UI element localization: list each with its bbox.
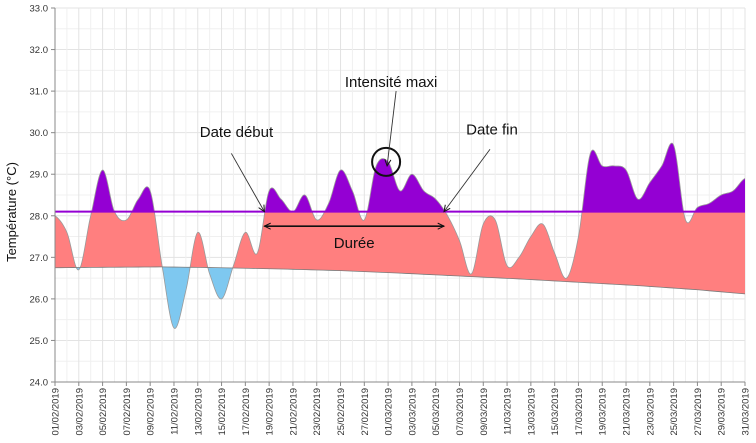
baseline-line bbox=[54, 266, 746, 295]
x-tick-label: 25/03/2019 bbox=[669, 388, 680, 436]
x-tick-label: 31/03/2019 bbox=[741, 388, 752, 436]
x-tick-label: 17/03/2019 bbox=[574, 388, 585, 436]
above-baseline-area bbox=[80, 211, 163, 268]
x-tick-label: 13/03/2019 bbox=[526, 388, 537, 436]
peak-arrowhead bbox=[384, 159, 392, 167]
y-axis-title: Température (°C) bbox=[4, 162, 19, 262]
y-tick-label: 32.0 bbox=[30, 45, 49, 56]
series-lines bbox=[54, 142, 746, 329]
area-fills bbox=[55, 143, 745, 329]
x-tick-label: 17/02/2019 bbox=[241, 388, 252, 436]
x-tick-label: 07/02/2019 bbox=[122, 388, 133, 436]
peak-pointer bbox=[386, 91, 397, 166]
x-tick-label: 13/02/2019 bbox=[193, 388, 204, 436]
x-tick-label: 19/03/2019 bbox=[598, 388, 609, 436]
x-tick-label: 27/03/2019 bbox=[693, 388, 704, 436]
axes: 24.0 25.0 26.0 27.0 28.0 29.0 30.0 31.0 32.0 33.0… bbox=[30, 4, 752, 436]
x-tick-label: 09/02/2019 bbox=[146, 388, 157, 436]
duration-arrowhead-left bbox=[263, 222, 271, 230]
x-tick-label: 27/02/2019 bbox=[360, 388, 371, 436]
x-tick-label: 25/02/2019 bbox=[336, 388, 347, 436]
end-label: Date fin bbox=[466, 122, 518, 139]
x-tick-label: 03/03/2019 bbox=[407, 388, 418, 436]
x-tick-label: 23/03/2019 bbox=[645, 388, 656, 436]
above-threshold-area bbox=[91, 170, 115, 212]
x-tick-label: 29/03/2019 bbox=[717, 388, 728, 436]
start-pointer bbox=[230, 153, 265, 212]
above-baseline-area bbox=[55, 215, 76, 268]
temperature-line bbox=[54, 142, 746, 329]
end-arrowhead bbox=[443, 204, 451, 213]
peak-circle bbox=[371, 146, 402, 177]
annotations: Durée Date début Date fin Intensité maxi bbox=[200, 74, 518, 252]
x-tick-label: 19/02/2019 bbox=[265, 388, 276, 436]
x-tick-label: 15/02/2019 bbox=[217, 388, 228, 436]
above-baseline-area bbox=[232, 211, 745, 294]
x-tick-label: 11/02/2019 bbox=[169, 388, 180, 435]
x-tick-label: 21/02/2019 bbox=[288, 388, 299, 436]
y-tick-label: 24.0 bbox=[30, 378, 49, 389]
x-tick-label: 01/02/2019 bbox=[51, 388, 62, 436]
y-tick-label: 33.0 bbox=[30, 4, 49, 15]
duration-label: Durée bbox=[334, 235, 375, 252]
y-tick-label: 26.0 bbox=[30, 294, 49, 305]
above-threshold-area bbox=[694, 178, 745, 212]
x-tick-label: 05/03/2019 bbox=[431, 388, 442, 436]
start-label: Date début bbox=[200, 124, 274, 141]
x-tick-label: 21/03/2019 bbox=[622, 388, 633, 436]
x-tick-label: 23/02/2019 bbox=[312, 388, 323, 436]
peak-label: Intensité maxi bbox=[345, 74, 438, 91]
x-tick-label: 05/02/2019 bbox=[98, 388, 109, 436]
x-tick-label: 09/03/2019 bbox=[479, 388, 490, 436]
x-tick-label: 15/03/2019 bbox=[550, 388, 561, 436]
below-baseline-area bbox=[76, 267, 81, 270]
y-tick-label: 28.0 bbox=[30, 211, 49, 222]
above-threshold-area bbox=[264, 187, 293, 212]
y-tick-label: 31.0 bbox=[30, 87, 49, 98]
below-baseline-area bbox=[207, 267, 233, 299]
start-arrowhead bbox=[258, 204, 265, 213]
x-tick-label: 11/03/2019 bbox=[503, 388, 514, 435]
x-tick-label: 01/03/2019 bbox=[384, 388, 395, 436]
above-threshold-area bbox=[131, 186, 155, 212]
x-tick-label: 07/03/2019 bbox=[455, 388, 466, 436]
y-tick-label: 30.0 bbox=[30, 128, 49, 139]
y-tick-label: 25.0 bbox=[30, 336, 49, 347]
above-threshold-area bbox=[582, 143, 684, 212]
above-threshold-area bbox=[367, 158, 446, 212]
below-baseline-area bbox=[162, 266, 191, 329]
y-tick-label: 27.0 bbox=[30, 253, 49, 264]
duration-arrowhead-right bbox=[437, 222, 446, 230]
end-pointer bbox=[443, 149, 491, 212]
above-threshold-area bbox=[324, 169, 359, 212]
y-tick-label: 29.0 bbox=[30, 170, 49, 181]
x-tick-label: 03/02/2019 bbox=[74, 388, 85, 436]
